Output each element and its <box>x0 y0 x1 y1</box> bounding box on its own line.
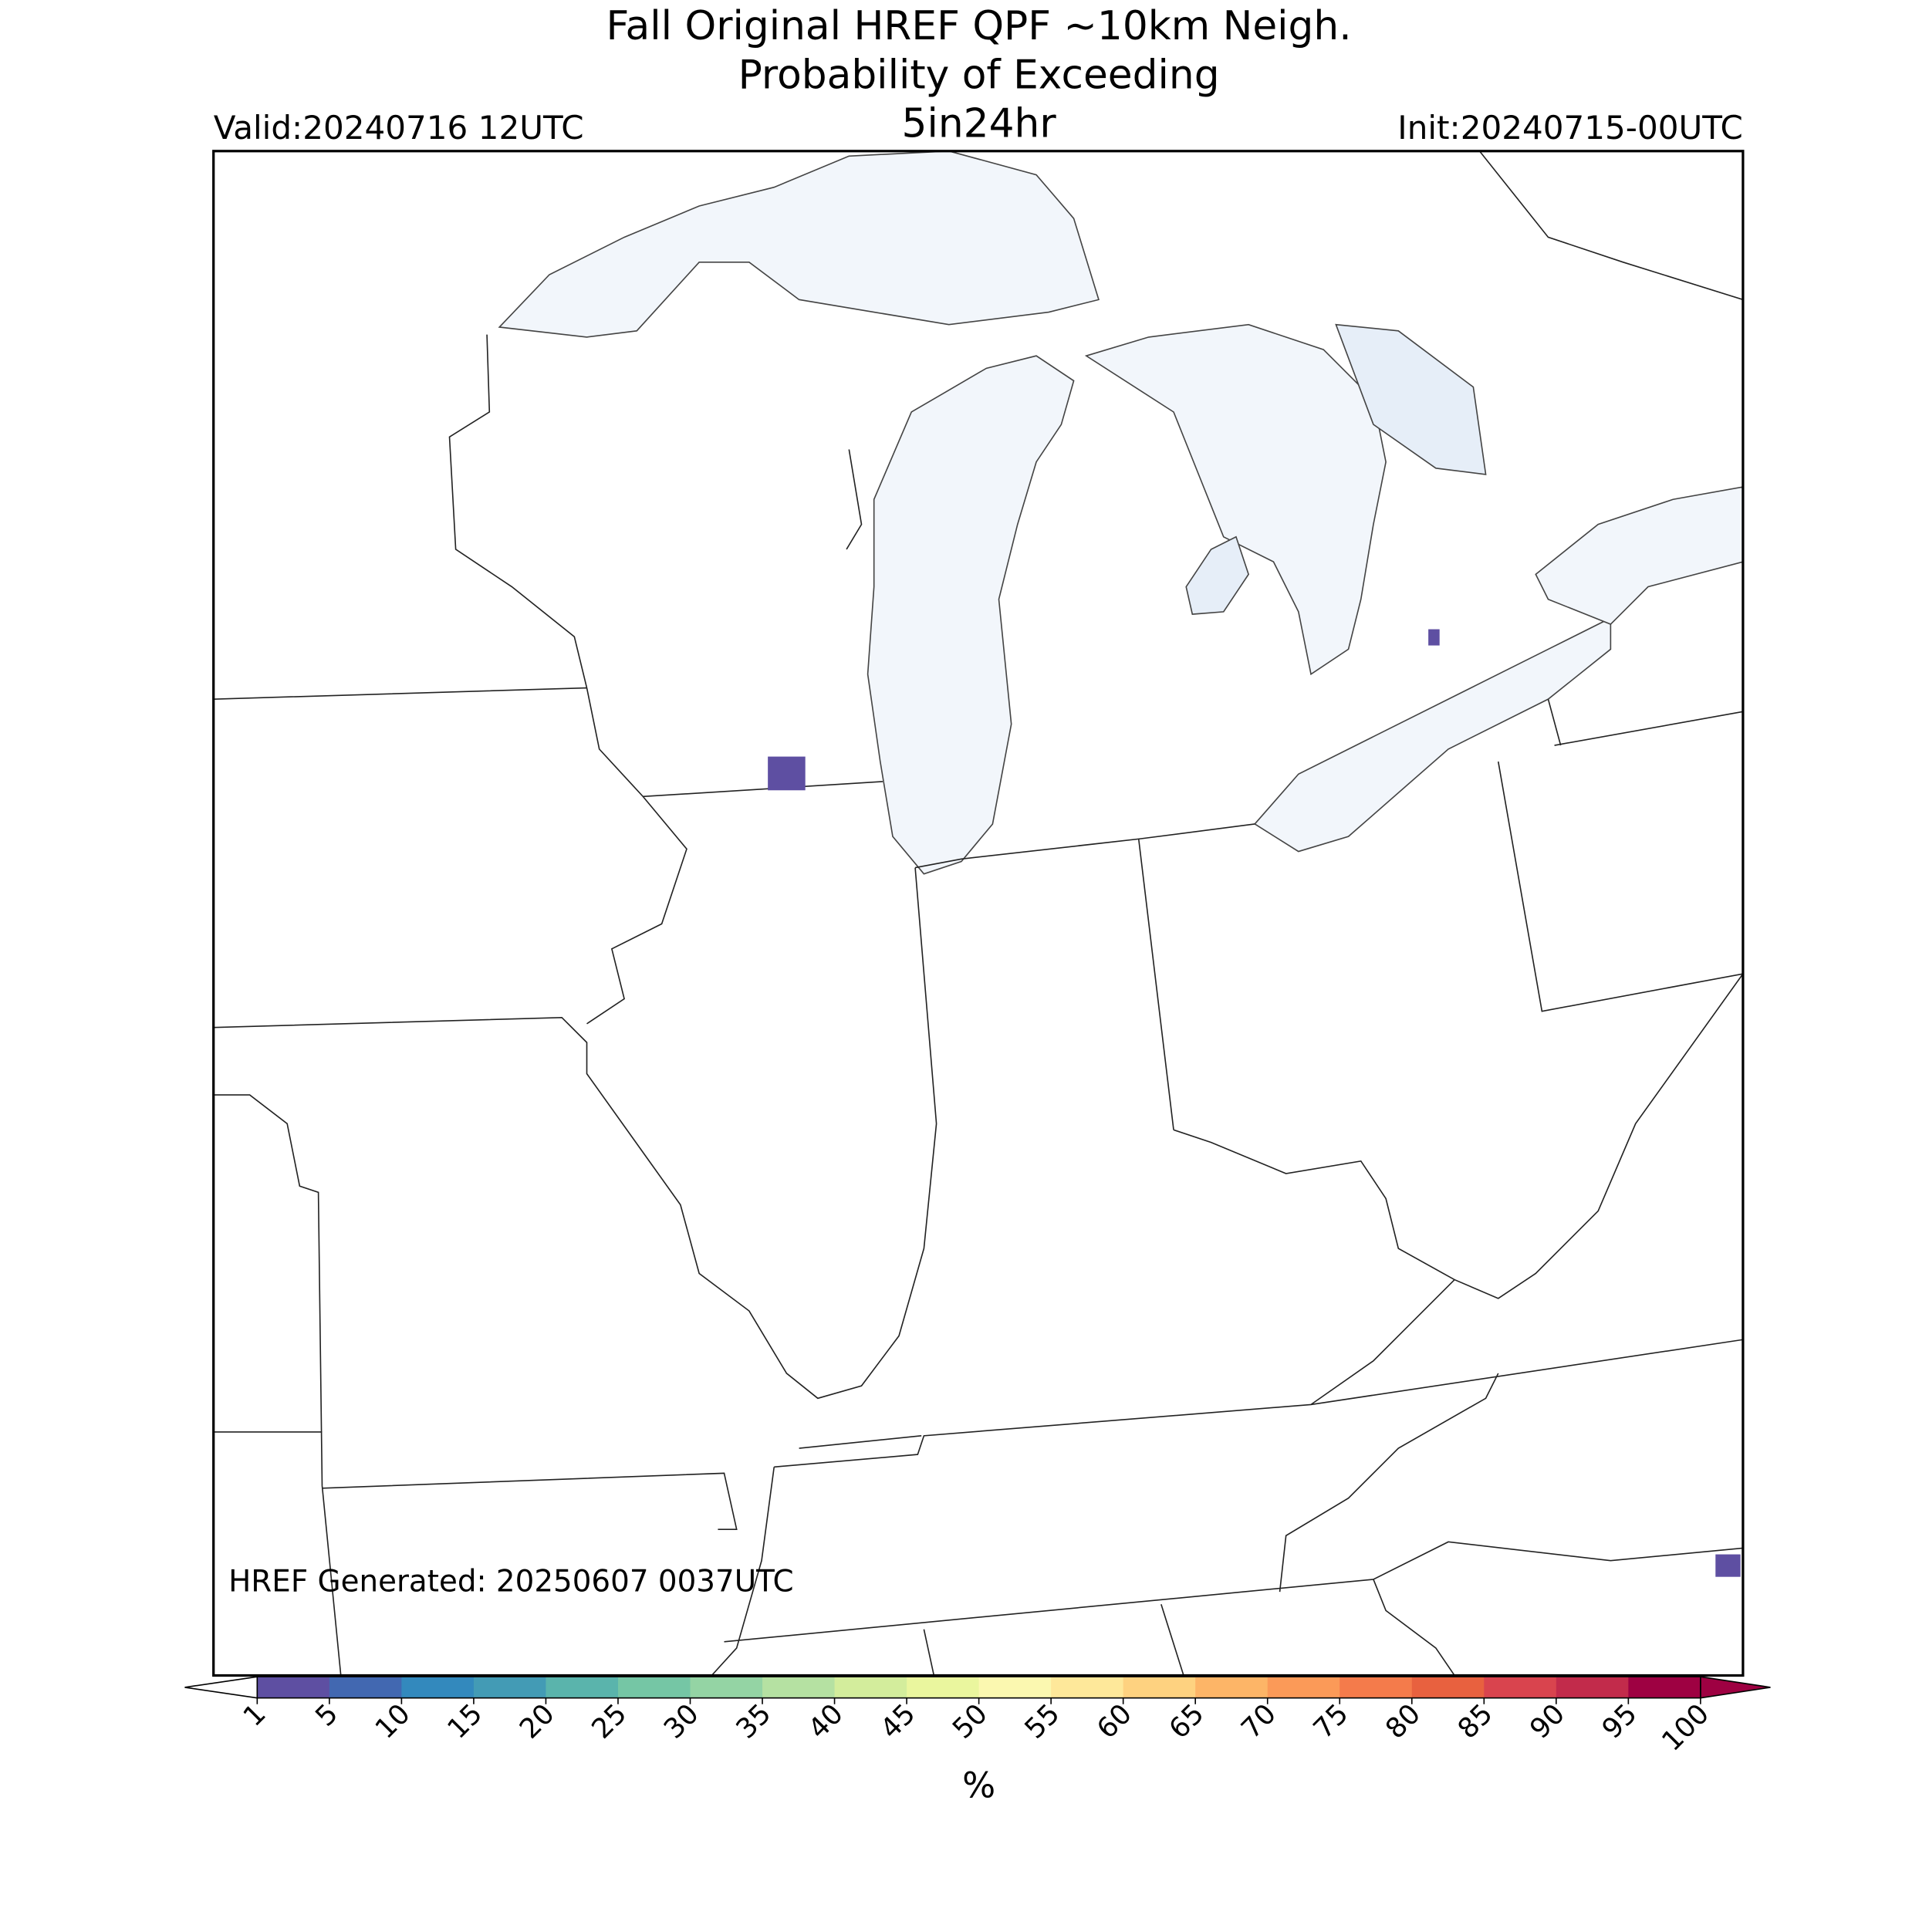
colorbar-tick-label: 80 <box>1380 1698 1427 1745</box>
lake-erie <box>1253 616 1612 853</box>
title: Fall Original HREF QPF ~10km Neigh. <box>606 3 1352 49</box>
colorbar-label: % <box>962 1765 995 1806</box>
map <box>212 150 1745 1677</box>
colorbar-segment <box>617 1677 691 1698</box>
colorbar-tick-label: 85 <box>1452 1698 1499 1745</box>
threshold: 5in24hr <box>902 100 1057 147</box>
colorbar-segment <box>1411 1677 1485 1698</box>
colorbar-segment <box>257 1677 330 1698</box>
colorbar-tick-label: 60 <box>1091 1698 1138 1745</box>
colorbar-segment <box>1123 1677 1196 1698</box>
colorbar-segment <box>978 1677 1052 1698</box>
colorbar-tick-label: 50 <box>947 1698 994 1745</box>
colorbar-tick-label: 100 <box>1656 1698 1715 1758</box>
colorbar-segment <box>1628 1677 1701 1698</box>
colorbar-segment <box>473 1677 547 1698</box>
lake-superior <box>498 150 1100 338</box>
lake-michigan <box>867 355 1075 875</box>
map-frame <box>212 150 1745 1677</box>
colorbar-tick-label: 10 <box>370 1698 417 1745</box>
colorbar-tick-label: 25 <box>586 1698 633 1745</box>
lake-ontario <box>1535 486 1743 626</box>
state-borders <box>213 687 1743 1676</box>
colorbar-tick-label: 75 <box>1308 1698 1355 1745</box>
colorbar-tick-label: 65 <box>1163 1698 1210 1745</box>
colorbar-tick-label: 30 <box>658 1698 705 1745</box>
colorbar-segment <box>329 1677 403 1698</box>
colorbar-segment <box>1195 1677 1269 1698</box>
colorbar-extend-low <box>184 1676 258 1699</box>
colorbar-tick-label: 40 <box>802 1698 850 1745</box>
lake-huron <box>1084 323 1387 676</box>
colorbar-tick-label: 70 <box>1235 1698 1282 1745</box>
colorbar-segment <box>834 1677 907 1698</box>
colorbar-segment <box>690 1677 763 1698</box>
valid-time: Valid:20240716 12UTC <box>214 109 584 147</box>
generated-note: HREF Generated: 20250607 0037UTC <box>228 1564 794 1599</box>
colorbar-segment <box>907 1677 980 1698</box>
georgian-bay <box>1335 323 1487 475</box>
colorbar-tick-label: 15 <box>441 1698 488 1745</box>
colorbar-segment <box>1051 1677 1124 1698</box>
subtitle: Probability of Exceeding <box>738 52 1220 98</box>
colorbar-tick-label: 55 <box>1019 1698 1066 1745</box>
colorbar-segment <box>1484 1677 1557 1698</box>
colorbar-segment <box>401 1677 475 1698</box>
colorbar-tick-label: 1 <box>238 1698 272 1733</box>
colorbar-tick-label: 95 <box>1596 1698 1644 1745</box>
colorbar-tick-label: 35 <box>730 1698 777 1745</box>
probability-area <box>1428 629 1440 646</box>
colorbar-segment <box>546 1677 619 1698</box>
colorbar-segment <box>1339 1677 1413 1698</box>
colorbar-tick-label: 20 <box>514 1698 561 1745</box>
colorbar-segment <box>1556 1677 1630 1698</box>
colorbar-tick-label: 45 <box>874 1698 921 1745</box>
colorbar-segment <box>762 1677 836 1698</box>
colorbar-tick-label: 5 <box>309 1698 344 1733</box>
colorbar: 1 5 10 15 20 25 30 35 40 45 50 55 60 65 70 75 80 85 90 95 10… <box>184 1676 1771 1758</box>
colorbar-extend-high <box>1700 1676 1771 1699</box>
init-time: Init:20240715-00UTC <box>1397 109 1743 147</box>
probability-area <box>768 756 806 791</box>
saginaw-bay <box>1185 535 1250 615</box>
colorbar-tick-label: 90 <box>1524 1698 1571 1745</box>
colorbar-segment <box>1267 1677 1341 1698</box>
coastline <box>448 150 1743 746</box>
probability-area <box>1715 1554 1741 1577</box>
